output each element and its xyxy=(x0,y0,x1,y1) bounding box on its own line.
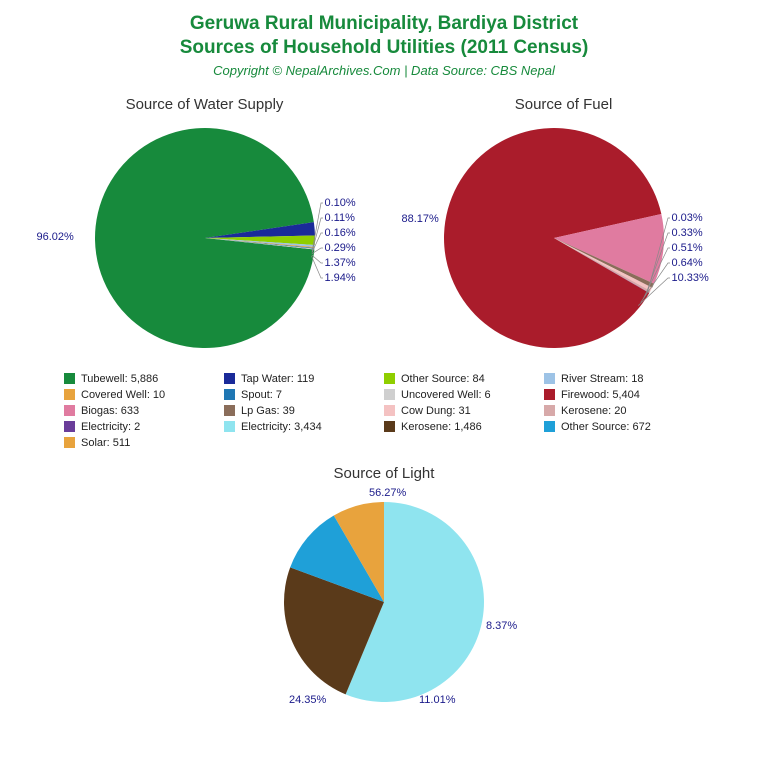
legend-swatch xyxy=(384,421,395,432)
legend-label: Firewood: 5,404 xyxy=(561,389,640,401)
fuel-small-pct: 0.03% xyxy=(672,212,703,224)
legend: Tubewell: 5,886 Tap Water: 119 Other Sourc… xyxy=(64,373,704,453)
legend-swatch xyxy=(544,389,555,400)
title-block: Geruwa Rural Municipality, Bardiya Distr… xyxy=(0,0,768,78)
legend-swatch xyxy=(384,373,395,384)
water-small-pct: 1.37% xyxy=(325,257,356,269)
chart-light: Source of Light 56.27% 8.37% 11.01% 24.3… xyxy=(254,465,514,707)
main-title-line1: Geruwa Rural Municipality, Bardiya Distr… xyxy=(0,12,768,36)
legend-label: Kerosene: 1,486 xyxy=(401,421,482,433)
legend-swatch xyxy=(224,373,235,384)
chart-light-pie-wrap: 56.27% 8.37% 11.01% 24.35% xyxy=(254,492,514,707)
water-small-pct: 0.10% xyxy=(325,197,356,209)
bottom-chart-row: Source of Light 56.27% 8.37% 11.01% 24.3… xyxy=(0,465,768,707)
fuel-dominant-pct: 88.17% xyxy=(402,213,439,225)
legend-swatch xyxy=(544,421,555,432)
legend-item: Kerosene: 1,486 xyxy=(384,421,544,433)
legend-label: Electricity: 2 xyxy=(81,421,140,433)
chart-water-pie-wrap: 96.02% 0.10%0.11%0.16%0.29%1.37%1.94% xyxy=(75,123,335,353)
chart-water-svg xyxy=(75,123,335,353)
legend-item: Other Source: 672 xyxy=(544,421,704,433)
legend-swatch xyxy=(224,421,235,432)
legend-label: Lp Gas: 39 xyxy=(241,405,295,417)
legend-swatch xyxy=(64,389,75,400)
legend-swatch xyxy=(64,421,75,432)
water-small-pct: 0.29% xyxy=(325,242,356,254)
legend-swatch xyxy=(64,405,75,416)
legend-swatch xyxy=(224,405,235,416)
legend-swatch xyxy=(224,389,235,400)
chart-water-title: Source of Water Supply xyxy=(126,96,284,113)
legend-item: Kerosene: 20 xyxy=(544,405,704,417)
water-small-pct: 0.16% xyxy=(325,227,356,239)
chart-fuel-pie-wrap: 88.17% 0.03%0.33%0.51%0.64%10.33% xyxy=(434,123,694,353)
legend-item: Spout: 7 xyxy=(224,389,384,401)
chart-water: Source of Water Supply 96.02% 0.10%0.11%… xyxy=(75,96,335,353)
legend-item: Firewood: 5,404 xyxy=(544,389,704,401)
legend-swatch xyxy=(64,437,75,448)
legend-label: River Stream: 18 xyxy=(561,373,644,385)
chart-fuel-svg xyxy=(434,123,694,353)
fuel-small-pct: 0.51% xyxy=(672,242,703,254)
legend-item: Uncovered Well: 6 xyxy=(384,389,544,401)
legend-item: Electricity: 2 xyxy=(64,421,224,433)
legend-label: Spout: 7 xyxy=(241,389,282,401)
legend-swatch xyxy=(384,405,395,416)
light-elec-pct: 56.27% xyxy=(369,487,406,499)
legend-item: Tap Water: 119 xyxy=(224,373,384,385)
legend-swatch xyxy=(544,405,555,416)
legend-label: Other Source: 672 xyxy=(561,421,651,433)
fuel-small-pct: 0.64% xyxy=(672,257,703,269)
chart-fuel-title: Source of Fuel xyxy=(515,96,613,113)
chart-light-svg xyxy=(254,492,514,707)
light-kero-pct: 24.35% xyxy=(289,694,326,706)
light-solar-pct: 8.37% xyxy=(486,620,517,632)
water-dominant-pct: 96.02% xyxy=(37,231,74,243)
legend-item: Tubewell: 5,886 xyxy=(64,373,224,385)
water-small-pct: 1.94% xyxy=(325,272,356,284)
legend-item: Solar: 511 xyxy=(64,437,224,449)
chart-fuel: Source of Fuel 88.17% 0.03%0.33%0.51%0.6… xyxy=(434,96,694,353)
legend-label: Tap Water: 119 xyxy=(241,373,314,385)
legend-swatch xyxy=(384,389,395,400)
legend-label: Uncovered Well: 6 xyxy=(401,389,491,401)
legend-swatch xyxy=(544,373,555,384)
legend-label: Covered Well: 10 xyxy=(81,389,165,401)
fuel-small-pct: 10.33% xyxy=(672,272,709,284)
legend-label: Tubewell: 5,886 xyxy=(81,373,158,385)
top-charts-row: Source of Water Supply 96.02% 0.10%0.11%… xyxy=(0,96,768,353)
fuel-small-pct: 0.33% xyxy=(672,227,703,239)
legend-item: Covered Well: 10 xyxy=(64,389,224,401)
legend-label: Cow Dung: 31 xyxy=(401,405,471,417)
leader-line xyxy=(311,254,322,262)
legend-item: Biogas: 633 xyxy=(64,405,224,417)
water-small-pct: 0.11% xyxy=(325,212,355,224)
legend-label: Other Source: 84 xyxy=(401,373,485,385)
legend-item: Cow Dung: 31 xyxy=(384,405,544,417)
legend-item: River Stream: 18 xyxy=(544,373,704,385)
legend-label: Kerosene: 20 xyxy=(561,405,626,417)
legend-swatch xyxy=(64,373,75,384)
main-title-line2: Sources of Household Utilities (2011 Cen… xyxy=(0,36,768,60)
chart-light-title: Source of Light xyxy=(334,465,435,482)
subtitle: Copyright © NepalArchives.Com | Data Sou… xyxy=(0,63,768,78)
light-other-pct: 11.01% xyxy=(419,694,456,706)
legend-item: Electricity: 3,434 xyxy=(224,421,384,433)
legend-label: Electricity: 3,434 xyxy=(241,421,322,433)
legend-label: Solar: 511 xyxy=(81,437,130,449)
legend-label: Biogas: 633 xyxy=(81,405,139,417)
legend-item: Lp Gas: 39 xyxy=(224,405,384,417)
legend-item: Other Source: 84 xyxy=(384,373,544,385)
